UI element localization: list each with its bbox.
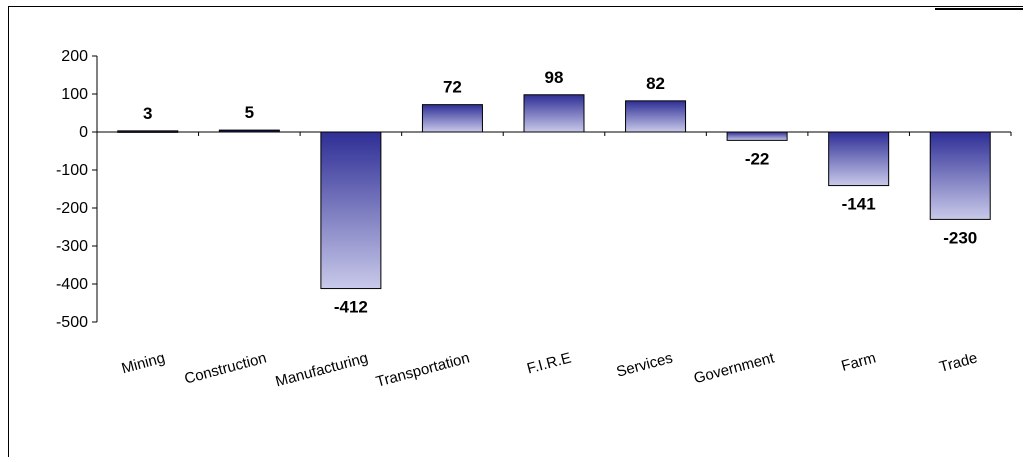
category-label: Transportation xyxy=(374,349,471,390)
category-label: Trade xyxy=(938,349,980,375)
category-label: Construction xyxy=(183,349,269,387)
corner-line xyxy=(935,8,1023,10)
bar-government xyxy=(726,131,788,141)
data-label: -230 xyxy=(943,228,977,247)
data-label: 3 xyxy=(143,104,152,123)
category-label: F.I.R.E xyxy=(525,349,573,377)
data-label: 72 xyxy=(443,78,462,97)
bar-mining xyxy=(117,130,179,133)
data-label: 98 xyxy=(545,68,564,87)
bar-trade xyxy=(929,131,991,220)
data-label: -412 xyxy=(334,298,368,317)
y-tick-label: -200 xyxy=(56,200,88,217)
y-tick-label: 100 xyxy=(61,86,88,103)
chart-frame xyxy=(8,6,1023,457)
data-label: 82 xyxy=(646,74,665,93)
y-tick-label: -100 xyxy=(56,162,88,179)
data-label: -22 xyxy=(745,149,770,168)
data-label: -141 xyxy=(842,195,876,214)
axes: 200 100 0 -100 -200 -300 -400 -500 xyxy=(56,48,1012,331)
category-label: Mining xyxy=(120,349,167,377)
category-label: Government xyxy=(692,349,777,387)
bar-manufacturing xyxy=(320,131,382,290)
y-tick-label: -400 xyxy=(56,276,88,293)
bar-construction xyxy=(218,129,280,133)
category-label: Services xyxy=(615,349,675,380)
bar-farm xyxy=(828,131,890,187)
category-label: Farm xyxy=(839,349,877,374)
y-tick-label: -500 xyxy=(56,314,88,331)
y-tick-label: -300 xyxy=(56,238,88,255)
category-label: Manufacturing xyxy=(274,349,370,390)
data-label: 5 xyxy=(245,103,254,122)
bar-services xyxy=(625,100,687,133)
bar-fire xyxy=(523,94,585,133)
bars xyxy=(117,94,991,290)
bar-transportation xyxy=(421,104,483,133)
y-tick-label: 0 xyxy=(79,124,88,141)
y-tick-label: 200 xyxy=(61,48,88,65)
